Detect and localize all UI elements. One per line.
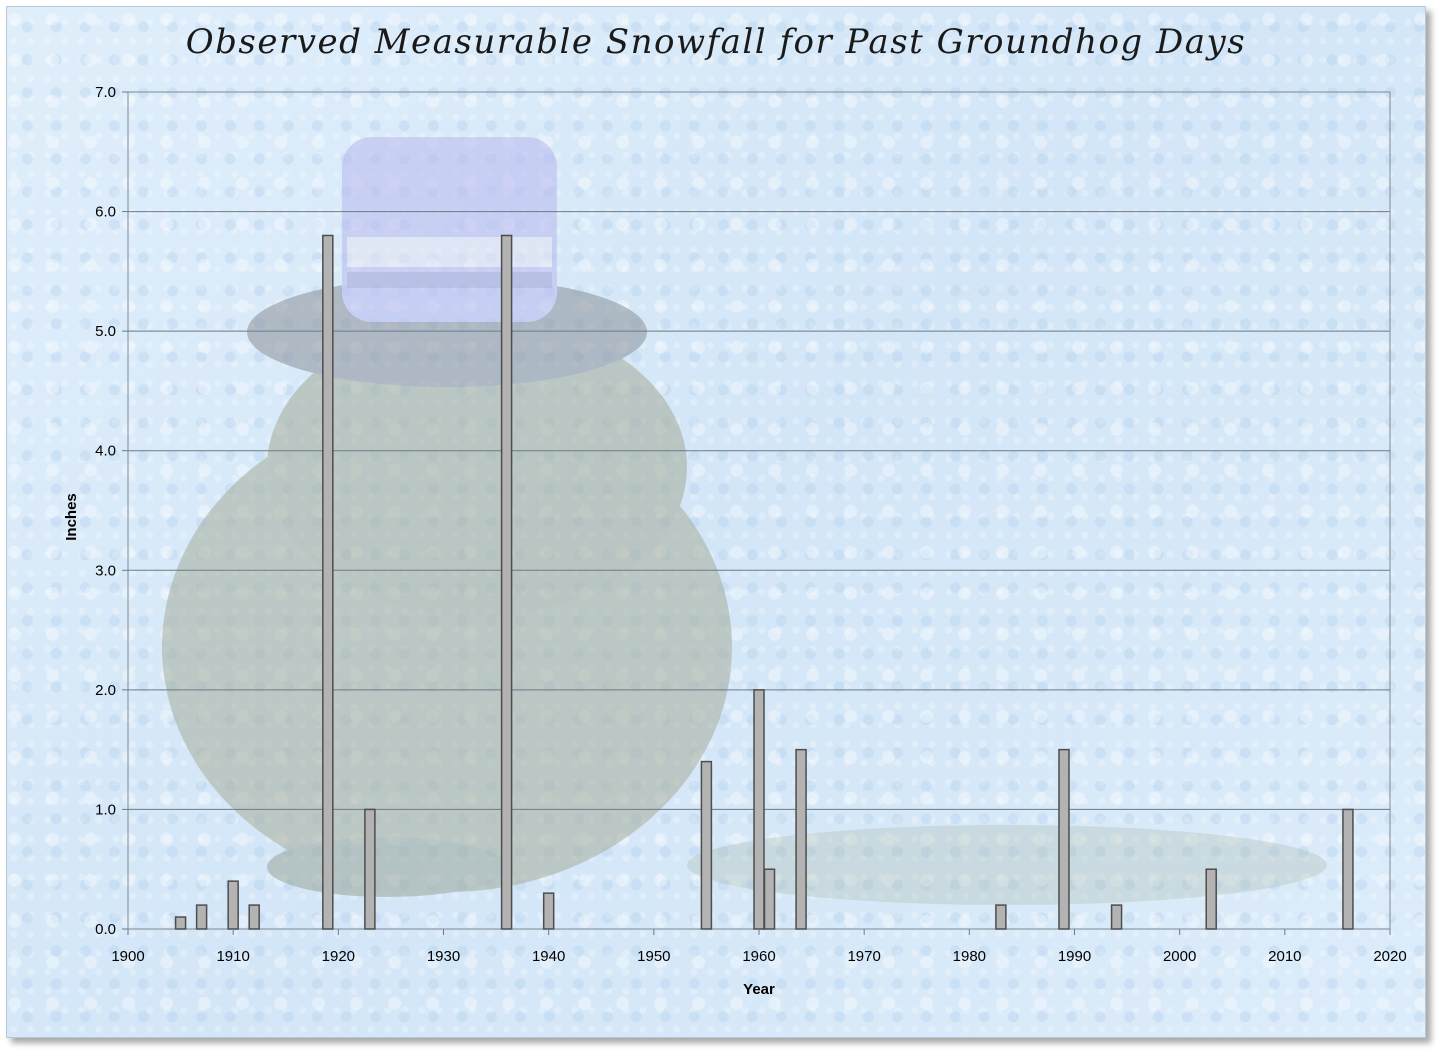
bar-1907: [195, 904, 208, 930]
bar-1936: [500, 234, 513, 930]
y-tick-label: 0.0: [95, 921, 116, 938]
x-tick-label: 1960: [742, 948, 775, 965]
bar-1955: [700, 760, 713, 930]
bar-1983: [995, 904, 1007, 930]
x-tick-label: 2020: [1373, 948, 1406, 965]
chart-canvas: Observed Measurable Snowfall for Past Gr…: [63, 22, 1407, 998]
x-tick-label: 1900: [111, 948, 144, 965]
x-tick-label: 2010: [1268, 948, 1301, 965]
y-tick-label: 5.0: [95, 323, 116, 340]
y-tick-label: 3.0: [95, 562, 116, 579]
y-tick-label: 7.0: [95, 84, 116, 101]
plot-area: 1900 1910 1920 1930 1940 1950 1960 1970 1980 1990…: [95, 84, 1407, 965]
bar-1994: [1110, 904, 1123, 930]
bar-1940: [542, 892, 555, 930]
bar-2003: [1205, 868, 1217, 930]
gridlines: [128, 211, 1390, 810]
x-tick-label: 1910: [216, 948, 249, 965]
x-axis: 1900 1910 1920 1930 1940 1950 1960 1970 1980 1990…: [111, 929, 1407, 965]
x-tick-label: 1950: [637, 948, 670, 965]
x-tick-label: 1990: [1058, 948, 1091, 965]
y-tick-label: 1.0: [95, 801, 116, 818]
bar-1923: [364, 808, 376, 930]
chart-title: Observed Measurable Snowfall for Past Gr…: [186, 22, 1246, 62]
x-tick-label: 1930: [427, 948, 460, 965]
bar-1960: [753, 689, 765, 930]
bar-1910: [227, 880, 239, 930]
x-tick-label: 1920: [322, 948, 355, 965]
y-tick-label: 6.0: [95, 204, 116, 221]
bar-1919: [322, 234, 334, 930]
bar-1964: [795, 748, 807, 930]
bar-2016: [1342, 808, 1354, 930]
x-axis-title: Year: [743, 981, 775, 998]
bar-1989: [1058, 748, 1070, 930]
x-tick-label: 1970: [847, 948, 880, 965]
y-axis: 0.0 1.0 2.0 3.0 4.0 5.0 6.0 7.0: [95, 84, 128, 938]
groundhog-illustration: [162, 137, 1327, 905]
bar-1905: [174, 916, 187, 930]
y-tick-label: 2.0: [95, 682, 116, 699]
bar-1912: [248, 904, 260, 930]
bar-series: [174, 234, 1354, 930]
bar-1961: [763, 868, 776, 930]
x-tick-label: 2000: [1163, 948, 1196, 965]
y-axis-title: Inches: [63, 493, 80, 541]
y-tick-label: 4.0: [95, 443, 116, 460]
chart-frame: Observed Measurable Snowfall for Past Gr…: [6, 6, 1426, 1038]
x-tick-label: 1980: [953, 948, 986, 965]
x-tick-label: 1940: [532, 948, 565, 965]
